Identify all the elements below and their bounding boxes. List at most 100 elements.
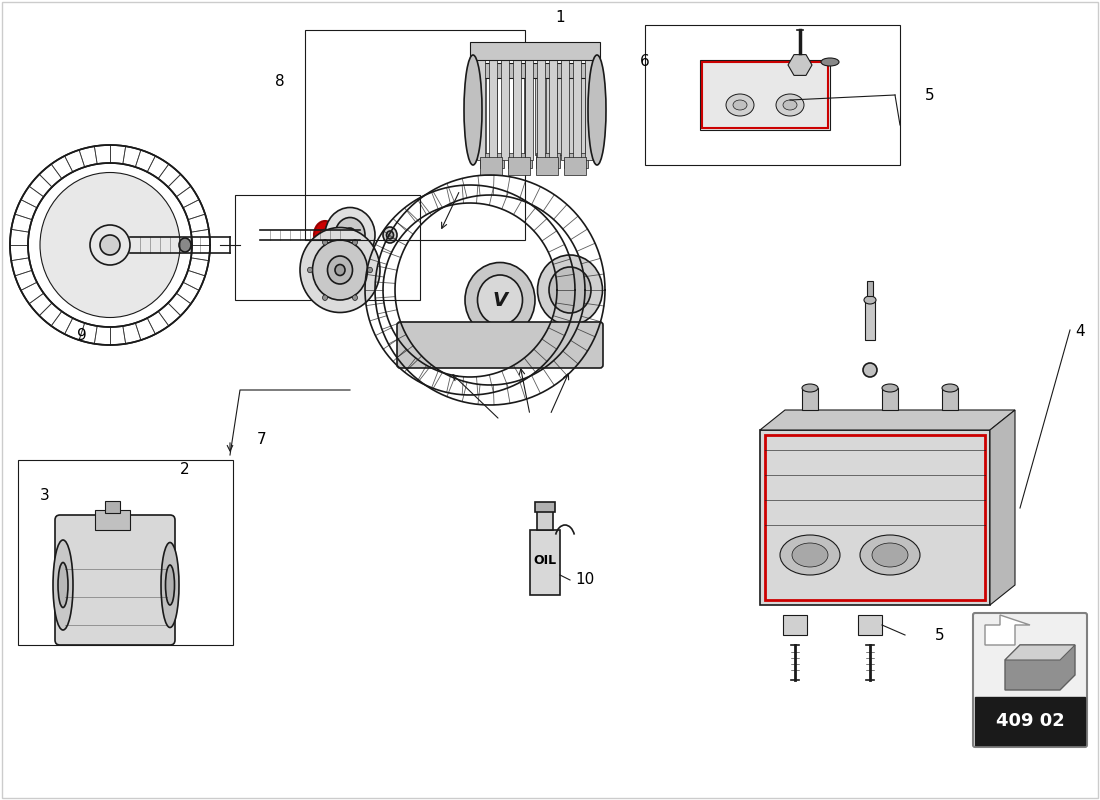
Bar <box>802 388 818 410</box>
Bar <box>480 157 502 175</box>
Bar <box>491 75 497 155</box>
Bar <box>700 60 830 130</box>
Text: 2: 2 <box>180 462 190 478</box>
Bar <box>508 153 532 168</box>
Ellipse shape <box>100 235 120 255</box>
Text: 1: 1 <box>556 10 564 25</box>
Bar <box>858 615 882 635</box>
Ellipse shape <box>300 227 379 313</box>
Polygon shape <box>1005 645 1075 660</box>
Ellipse shape <box>882 384 898 392</box>
FancyBboxPatch shape <box>55 515 175 645</box>
Bar <box>536 153 560 168</box>
Bar <box>500 60 509 160</box>
Ellipse shape <box>821 58 839 66</box>
Text: V: V <box>493 290 507 310</box>
Bar <box>470 42 600 60</box>
Bar <box>760 430 990 605</box>
Text: 8: 8 <box>275 74 285 90</box>
Bar <box>477 60 485 160</box>
Bar <box>535 75 541 155</box>
Polygon shape <box>1005 645 1075 690</box>
Ellipse shape <box>872 543 908 567</box>
Text: 10: 10 <box>575 573 595 587</box>
Text: 9: 9 <box>77 327 87 342</box>
Ellipse shape <box>733 100 747 110</box>
FancyBboxPatch shape <box>397 322 603 368</box>
Text: OIL: OIL <box>534 554 557 566</box>
Bar <box>508 157 530 175</box>
Bar <box>702 62 828 128</box>
Ellipse shape <box>367 267 373 273</box>
Text: 5: 5 <box>935 627 945 642</box>
Ellipse shape <box>324 207 375 262</box>
Ellipse shape <box>165 565 175 605</box>
Bar <box>764 435 985 600</box>
Ellipse shape <box>308 267 312 273</box>
Ellipse shape <box>179 238 191 252</box>
Bar <box>513 75 519 155</box>
Ellipse shape <box>344 228 356 242</box>
Bar <box>536 157 558 175</box>
Ellipse shape <box>792 543 828 567</box>
Ellipse shape <box>336 218 365 253</box>
Bar <box>557 75 563 155</box>
Bar <box>490 60 497 160</box>
Bar <box>564 153 589 168</box>
Polygon shape <box>990 410 1015 605</box>
Ellipse shape <box>802 384 818 392</box>
Ellipse shape <box>386 231 394 239</box>
Ellipse shape <box>320 229 330 241</box>
Ellipse shape <box>336 265 345 275</box>
Bar <box>513 60 521 160</box>
Bar <box>549 60 557 160</box>
Ellipse shape <box>776 94 804 116</box>
Bar <box>568 75 574 155</box>
Ellipse shape <box>477 275 522 325</box>
Bar <box>537 510 553 530</box>
Ellipse shape <box>864 296 876 304</box>
Ellipse shape <box>40 173 180 318</box>
Ellipse shape <box>588 55 606 165</box>
Bar <box>104 501 120 513</box>
Bar <box>585 60 593 160</box>
Ellipse shape <box>328 256 352 284</box>
Bar <box>573 60 581 160</box>
Ellipse shape <box>464 55 482 165</box>
Ellipse shape <box>53 540 73 630</box>
Ellipse shape <box>549 267 591 313</box>
Ellipse shape <box>314 221 336 249</box>
Bar <box>535 502 556 512</box>
Bar <box>546 75 552 155</box>
Ellipse shape <box>352 239 358 245</box>
Bar <box>882 388 898 410</box>
Ellipse shape <box>726 94 754 116</box>
Bar <box>235 195 420 300</box>
Bar <box>480 153 504 168</box>
Bar <box>975 697 1085 745</box>
Bar <box>524 75 530 155</box>
Bar <box>865 300 874 340</box>
Bar <box>305 30 525 240</box>
Ellipse shape <box>783 100 798 110</box>
Text: 7: 7 <box>257 433 267 447</box>
FancyBboxPatch shape <box>974 613 1087 747</box>
Ellipse shape <box>465 262 535 338</box>
Ellipse shape <box>58 562 68 607</box>
Ellipse shape <box>312 240 367 300</box>
Text: 409 02: 409 02 <box>996 712 1065 730</box>
Ellipse shape <box>864 363 877 377</box>
Ellipse shape <box>383 227 397 243</box>
Bar <box>942 388 958 410</box>
Bar <box>525 60 533 160</box>
Bar <box>579 75 585 155</box>
Polygon shape <box>984 615 1030 645</box>
Ellipse shape <box>942 384 958 392</box>
Text: 6: 6 <box>640 54 650 70</box>
Bar <box>783 615 807 635</box>
Bar <box>475 63 595 78</box>
Bar <box>645 25 900 165</box>
Bar <box>530 530 560 595</box>
Bar <box>537 60 544 160</box>
Ellipse shape <box>538 255 603 325</box>
